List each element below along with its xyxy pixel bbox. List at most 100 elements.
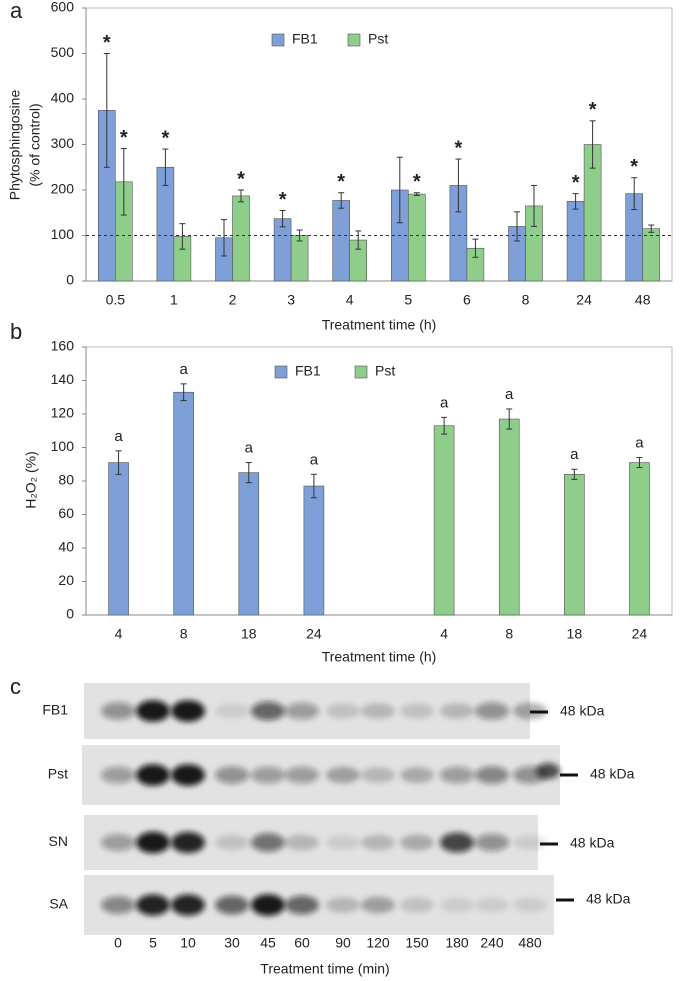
error-bar bbox=[180, 383, 187, 402]
bar bbox=[232, 195, 250, 282]
bar-annotation: * bbox=[120, 127, 128, 149]
y-tick-label: 100 bbox=[51, 438, 75, 454]
blot-band bbox=[285, 895, 319, 915]
blot-band bbox=[440, 832, 474, 853]
blot-band bbox=[171, 831, 205, 854]
x-tick-label: 6 bbox=[463, 292, 471, 308]
x-tick-label: 4 bbox=[440, 626, 448, 642]
bar-annotation: a bbox=[635, 435, 644, 452]
blot-band bbox=[285, 834, 319, 851]
x-axis-label: Treatment time (h) bbox=[322, 649, 437, 665]
lane-label: 240 bbox=[480, 935, 504, 951]
x-tick-label: 18 bbox=[567, 626, 583, 642]
lane-label: 10 bbox=[180, 935, 196, 951]
error-bar bbox=[589, 120, 596, 169]
lane-label: 0 bbox=[114, 935, 122, 951]
blot-band bbox=[475, 833, 509, 852]
y-tick-label: 600 bbox=[51, 0, 75, 15]
blot-band bbox=[215, 895, 249, 915]
error-bar bbox=[572, 193, 579, 210]
blot-band bbox=[361, 767, 395, 783]
error-bar bbox=[115, 450, 122, 475]
x-tick-label: 48 bbox=[635, 292, 651, 308]
blot-band bbox=[171, 894, 205, 916]
x-tick-label: 2 bbox=[229, 292, 237, 308]
bar-annotation: a bbox=[179, 361, 188, 378]
bar-annotation: * bbox=[630, 156, 638, 178]
y-axis-label: Phytosphingosine bbox=[7, 90, 23, 201]
y-tick-label: 120 bbox=[51, 405, 75, 421]
y-tick-label: 0 bbox=[66, 272, 74, 288]
x-tick-label: 18 bbox=[241, 626, 257, 642]
blot-band bbox=[326, 835, 360, 850]
legend-swatch bbox=[274, 365, 288, 379]
lane-label: 90 bbox=[335, 935, 351, 951]
bar-annotation: a bbox=[310, 451, 319, 468]
bar bbox=[498, 418, 520, 616]
error-bar bbox=[355, 230, 362, 250]
blot-band bbox=[251, 833, 285, 852]
legend-swatch bbox=[271, 33, 285, 47]
row-label: Pst bbox=[48, 766, 68, 782]
error-bar bbox=[396, 156, 403, 224]
x-tick-label: 3 bbox=[287, 292, 295, 308]
error-bar bbox=[179, 223, 186, 250]
y-tick-label: 80 bbox=[58, 472, 74, 488]
x-tick-label: 8 bbox=[180, 626, 188, 642]
legend-label: FB1 bbox=[292, 31, 318, 47]
lane-label: 120 bbox=[366, 935, 390, 951]
marker-label: 48 kDa bbox=[590, 766, 635, 782]
bar bbox=[564, 473, 585, 616]
bar-annotation: a bbox=[245, 440, 254, 457]
y-tick-label: 400 bbox=[51, 90, 75, 106]
panel-label: c bbox=[10, 674, 21, 699]
bar bbox=[273, 218, 292, 282]
x-tick-label: 24 bbox=[632, 626, 648, 642]
error-bar bbox=[472, 238, 479, 258]
blot-band bbox=[215, 834, 249, 851]
error-bar bbox=[245, 462, 252, 484]
blot-band bbox=[101, 834, 135, 851]
error-bar bbox=[631, 177, 638, 211]
blot-band bbox=[251, 701, 285, 721]
error-bar bbox=[162, 148, 169, 186]
y-axis-label: H₂O₂ (%) bbox=[23, 451, 39, 509]
x-tick-label: 24 bbox=[576, 292, 592, 308]
bar-annotation: a bbox=[114, 428, 123, 445]
legend-label: Pst bbox=[375, 363, 395, 379]
blot-band bbox=[513, 835, 547, 850]
x-tick-label: 5 bbox=[404, 292, 412, 308]
blot-band bbox=[136, 764, 170, 786]
bar bbox=[629, 462, 650, 616]
lane-label: 180 bbox=[445, 935, 469, 951]
blot-band bbox=[101, 896, 135, 914]
lane-label: 45 bbox=[260, 935, 276, 951]
row-label: SA bbox=[49, 896, 68, 912]
blot-band bbox=[251, 894, 285, 916]
error-bar bbox=[648, 224, 655, 233]
row-label: FB1 bbox=[42, 702, 68, 718]
panel-label: a bbox=[10, 0, 23, 23]
blot-band bbox=[361, 834, 395, 851]
x-axis-label: Treatment time (h) bbox=[322, 317, 437, 333]
y-tick-label: 200 bbox=[51, 181, 75, 197]
blot-band bbox=[440, 897, 474, 913]
blot-band bbox=[475, 897, 509, 913]
error-bar bbox=[221, 219, 227, 257]
blot-band bbox=[215, 766, 249, 784]
bar-annotation: * bbox=[455, 137, 463, 159]
blot-band bbox=[475, 702, 509, 720]
blot-band bbox=[251, 766, 285, 784]
blot-band bbox=[136, 831, 170, 854]
legend-swatch bbox=[347, 33, 361, 47]
blot-band bbox=[285, 702, 319, 720]
blot-band bbox=[475, 766, 509, 784]
blot-band bbox=[440, 766, 474, 784]
marker-label: 48 kDa bbox=[570, 835, 615, 851]
bar-annotation: * bbox=[572, 172, 580, 194]
blot-band bbox=[361, 703, 395, 719]
blot-band bbox=[171, 764, 205, 786]
error-bar bbox=[413, 192, 420, 196]
error-bar bbox=[296, 229, 303, 242]
